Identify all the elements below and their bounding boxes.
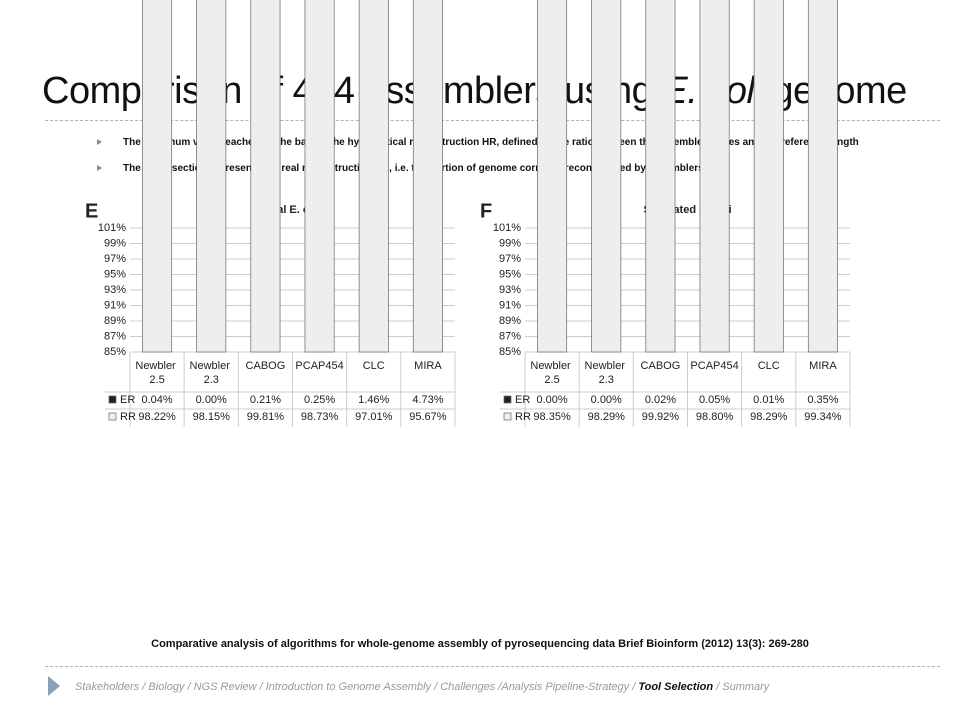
data-label: 0.02% (645, 394, 676, 406)
data-label: 1.46% (358, 394, 389, 406)
data-label: 98.73% (301, 411, 339, 423)
bar-segment (753, 0, 784, 353)
x-tick-label: Newbler 2.3 (585, 360, 628, 386)
bar-segment (537, 0, 568, 353)
bar-segment (358, 0, 389, 353)
legend-label: RR (515, 411, 531, 423)
y-tick-label: 87% (104, 330, 126, 342)
panel-letter: F (480, 200, 492, 222)
y-tick-label: 89% (104, 315, 126, 327)
bar-segment (304, 0, 335, 353)
y-tick-label: 87% (499, 330, 521, 342)
data-label: 0.21% (250, 394, 281, 406)
x-tick-label: MIRA (414, 360, 442, 372)
data-label: 98.22% (138, 411, 176, 423)
bar-segment (196, 0, 227, 353)
y-tick-label: 93% (499, 284, 521, 296)
y-tick-label: 91% (499, 299, 521, 311)
x-tick-label: Newbler 2.3 (190, 360, 233, 386)
y-tick-label: 93% (104, 284, 126, 296)
x-tick-label: CLC (758, 360, 780, 372)
bullet: The maximum value reached by the bars is… (95, 135, 895, 150)
crumb-current[interactable]: Tool Selection (638, 681, 714, 693)
legend-label: ER (120, 394, 135, 406)
data-label: 99.34% (804, 411, 842, 423)
data-label: 0.04% (141, 394, 172, 406)
breadcrumb: Stakeholders / Biology / NGS Review / In… (75, 681, 769, 693)
data-label: 0.00% (196, 394, 227, 406)
divider (45, 666, 940, 667)
y-tick-label: 85% (104, 346, 126, 358)
x-tick-label: PCAP454 (690, 360, 738, 372)
data-label: 0.01% (753, 394, 784, 406)
legend-swatch (108, 395, 117, 404)
y-tick-label: 97% (104, 253, 126, 265)
legend-label: RR (120, 411, 136, 423)
bar-segment (807, 0, 838, 353)
data-label: 0.00% (536, 394, 567, 406)
data-label: 97.01% (355, 411, 393, 423)
legend-label: ER (515, 394, 530, 406)
y-tick-label: 95% (499, 268, 521, 280)
data-label: 98.29% (750, 411, 788, 423)
bar-segment (699, 0, 730, 353)
data-label: 95.67% (409, 411, 447, 423)
citation: Comparative analysis of algorithms for w… (151, 638, 809, 650)
y-tick-label: 101% (98, 222, 126, 234)
x-tick-label: MIRA (809, 360, 837, 372)
legend-swatch (503, 395, 512, 404)
y-tick-label: 95% (104, 268, 126, 280)
y-tick-label: 89% (499, 315, 521, 327)
panel-letter: E (85, 200, 98, 222)
data-label: 0.35% (807, 394, 838, 406)
crumb[interactable]: Stakeholders / Biology / NGS Review / In… (75, 681, 639, 693)
data-label: 0.00% (591, 394, 622, 406)
data-label: 98.35% (533, 411, 571, 423)
bar-segment (591, 0, 622, 353)
y-tick-label: 101% (493, 222, 521, 234)
x-tick-label: CABOG (246, 360, 286, 372)
y-tick-label: 97% (499, 253, 521, 265)
data-label: 4.73% (412, 394, 443, 406)
bar-segment (412, 0, 443, 353)
x-tick-label: CLC (363, 360, 385, 372)
legend-swatch (108, 412, 117, 421)
bar-segment (142, 0, 173, 353)
bar-segment (250, 0, 281, 353)
data-label: 99.92% (642, 411, 680, 423)
x-tick-label: PCAP454 (295, 360, 343, 372)
legend-swatch (503, 412, 512, 421)
data-label: 0.25% (304, 394, 335, 406)
bar-segment (645, 0, 676, 353)
y-tick-label: 91% (104, 299, 126, 311)
divider (45, 120, 940, 121)
y-tick-label: 99% (499, 237, 521, 249)
crumb[interactable]: / Summary (713, 681, 770, 693)
y-tick-label: 85% (499, 346, 521, 358)
data-label: 0.05% (699, 394, 730, 406)
data-label: 98.15% (193, 411, 231, 423)
nav-arrow (48, 676, 60, 696)
x-tick-label: Newbler 2.5 (530, 360, 573, 386)
title-part: genome (772, 70, 907, 112)
data-label: 98.80% (696, 411, 734, 423)
y-tick-label: 99% (104, 237, 126, 249)
data-label: 99.81% (247, 411, 285, 423)
x-tick-label: Newbler 2.5 (135, 360, 178, 386)
x-tick-label: CABOG (641, 360, 681, 372)
data-label: 98.29% (588, 411, 626, 423)
